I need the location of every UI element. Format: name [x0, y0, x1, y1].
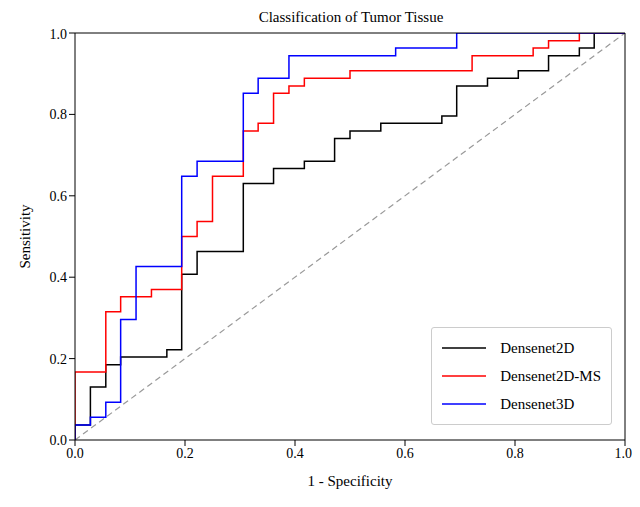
svg-text:Sensitivity: Sensitivity [17, 204, 33, 269]
svg-text:0.2: 0.2 [176, 446, 194, 461]
svg-text:0.8: 0.8 [506, 446, 524, 461]
html-text:Densenet2D: Densenet2D [500, 339, 575, 356]
svg-text:0.2: 0.2 [50, 352, 68, 367]
html-text:Classification of Tumor Tissue: Classification of Tumor Tissue [258, 9, 444, 25]
html-text:Densenet2D-MS: Densenet2D-MS [500, 367, 601, 384]
svg-text:1 - Specificity: 1 - Specificity [308, 473, 393, 489]
svg-text:0.4: 0.4 [286, 446, 304, 461]
svg-text:0.8: 0.8 [50, 107, 68, 122]
svg-text:1.0: 1.0 [615, 446, 633, 461]
svg-text:0.6: 0.6 [50, 189, 68, 204]
svg-text:0.6: 0.6 [396, 446, 414, 461]
svg-text:0.0: 0.0 [66, 446, 84, 461]
html-text:Densenet3D: Densenet3D [500, 395, 575, 412]
svg-text:0.0: 0.0 [50, 433, 68, 448]
svg-text:0.4: 0.4 [50, 270, 68, 285]
svg-text:1.0: 1.0 [50, 27, 68, 42]
